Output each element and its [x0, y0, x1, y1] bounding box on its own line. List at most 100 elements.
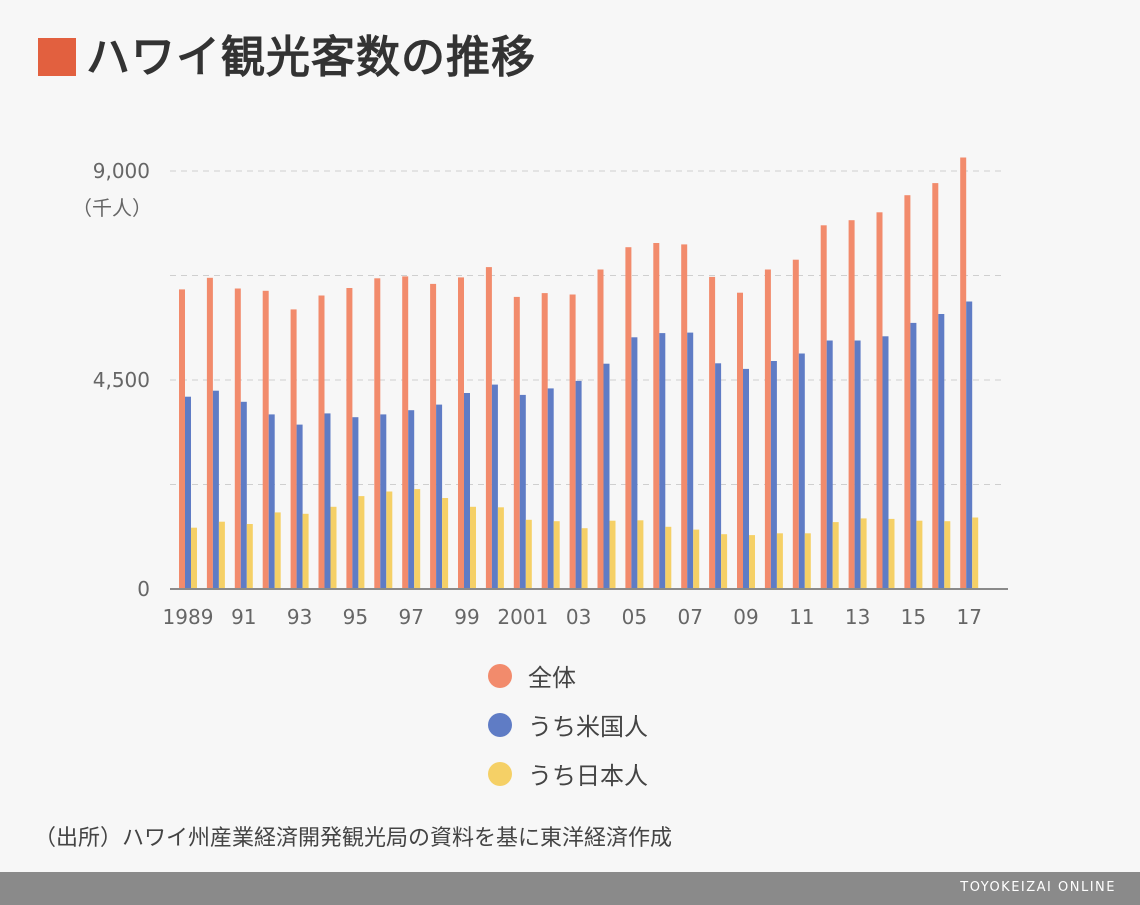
y-axis-unit-label: （千人）: [72, 196, 152, 220]
bar-total-2009: [737, 292, 743, 589]
bar-total-1996: [374, 278, 381, 589]
bar-japan-2010: [776, 533, 783, 589]
bar-us-2002: [547, 388, 554, 589]
bar-us-1993: [296, 424, 303, 589]
bar-us-1991: [240, 401, 247, 589]
bar-japan-2007: [693, 529, 700, 589]
bar-total-2004: [597, 269, 604, 589]
bar-total-2002: [541, 293, 548, 589]
bar-us-2001: [519, 394, 526, 589]
bar-japan-1992: [274, 512, 281, 589]
bar-total-2013: [848, 220, 855, 589]
bar-japan-1998: [442, 498, 449, 589]
bar-us-2012: [826, 340, 833, 589]
bar-japan-1995: [358, 496, 365, 589]
bar-total-2011: [792, 259, 799, 589]
bar-japan-2002: [553, 521, 560, 589]
bar-total-1995: [346, 288, 353, 589]
bar-us-2006: [659, 333, 666, 589]
bar-japan-2008: [721, 534, 728, 589]
bar-us-2007: [687, 332, 694, 589]
bar-us-1989: [185, 396, 191, 589]
bar-us-2013: [854, 340, 861, 589]
bar-japan-2003: [581, 528, 588, 589]
bar-total-1989: [179, 289, 185, 589]
x-tick-label: 91: [231, 605, 256, 629]
bar-total-1991: [234, 288, 241, 589]
bars: [179, 157, 979, 590]
bar-total-2012: [820, 225, 827, 590]
title-accent-square: [38, 38, 76, 76]
footer-bar: TOYOKEIZAI ONLINE: [0, 872, 1140, 905]
bar-us-1994: [324, 413, 331, 589]
bar-japan-1990: [218, 521, 225, 589]
bar-total-2001: [513, 296, 520, 589]
bar-us-2011: [798, 353, 805, 589]
bar-us-2000: [491, 384, 498, 589]
bar-total-1990: [206, 277, 213, 589]
x-tick-label: 97: [398, 605, 423, 629]
bar-us-1990: [212, 390, 219, 589]
bar-us-2003: [575, 380, 582, 589]
bar-us-1996: [380, 414, 387, 589]
bar-total-2005: [625, 247, 632, 589]
bar-total-2015: [904, 195, 911, 589]
bar-japan-1997: [414, 489, 421, 589]
bar-us-2010: [770, 361, 777, 589]
x-tick-label: 17: [956, 605, 981, 629]
bar-japan-2011: [804, 533, 811, 589]
bar-us-2005: [631, 337, 638, 589]
source-note: （出所）ハワイ州産業経済開発観光局の資料を基に東洋経済作成: [34, 826, 673, 851]
page-title: ハワイ観光客数の推移: [86, 32, 536, 83]
bar-japan-2013: [860, 518, 867, 589]
x-tick-label: 99: [454, 605, 479, 629]
grid-lines: [170, 170, 1003, 485]
x-tick-label: 1989: [163, 605, 214, 629]
legend-dot-japan: [488, 761, 512, 786]
bar-total-2006: [653, 243, 660, 589]
bar-us-2014: [882, 336, 889, 589]
bar-us-1997: [408, 410, 415, 589]
x-tick-label: 2001: [497, 605, 548, 629]
bar-us-2009: [743, 368, 749, 589]
bar-japan-2004: [609, 520, 616, 589]
bar-total-2008: [709, 276, 716, 589]
bar-japan-1994: [330, 506, 337, 589]
bar-total-2017: [960, 157, 967, 589]
bar-japan-2014: [888, 518, 895, 589]
bar-us-2015: [910, 322, 917, 589]
bar-japan-2017: [972, 517, 979, 589]
legend-label-total: 全体: [528, 664, 576, 692]
bar-total-1998: [430, 283, 437, 589]
bar-japan-2015: [916, 520, 923, 589]
bar-japan-1993: [302, 513, 309, 589]
bar-japan-2009: [749, 535, 755, 589]
bar-us-2016: [938, 314, 945, 589]
y-tick-label: 4,500: [93, 368, 150, 392]
legend-label-japan: うち日本人: [528, 762, 648, 790]
bar-total-2003: [569, 294, 576, 589]
legend-item-japan: うち日本人: [488, 756, 648, 791]
bar-total-2014: [876, 212, 883, 590]
bar-japan-1999: [470, 506, 476, 589]
bar-us-2008: [715, 363, 722, 589]
brand-label: TOYOKEIZAI ONLINE: [960, 880, 1116, 895]
bar-japan-1991: [246, 524, 253, 589]
legend-dot-us: [488, 712, 512, 737]
legend-item-us: うち米国人: [488, 707, 648, 742]
x-tick-label: 93: [287, 605, 312, 629]
bar-total-2000: [485, 267, 492, 589]
x-tick-label: 13: [845, 605, 870, 629]
x-tick-label: 07: [677, 605, 702, 629]
bar-us-1998: [436, 404, 443, 589]
y-tick-label: 9,000: [93, 159, 150, 183]
x-axis-ticks: 1989 91 93 95 97 99 2001 03 05 07 09 11 13 15 17: [163, 605, 982, 629]
bar-total-1999: [458, 277, 464, 589]
bar-total-1992: [262, 290, 269, 589]
bar-japan-2016: [944, 521, 951, 589]
bar-japan-2012: [832, 522, 839, 589]
x-tick-label: 11: [789, 605, 814, 629]
legend-label-us: うち米国人: [528, 713, 648, 741]
bar-japan-2000: [497, 507, 504, 589]
